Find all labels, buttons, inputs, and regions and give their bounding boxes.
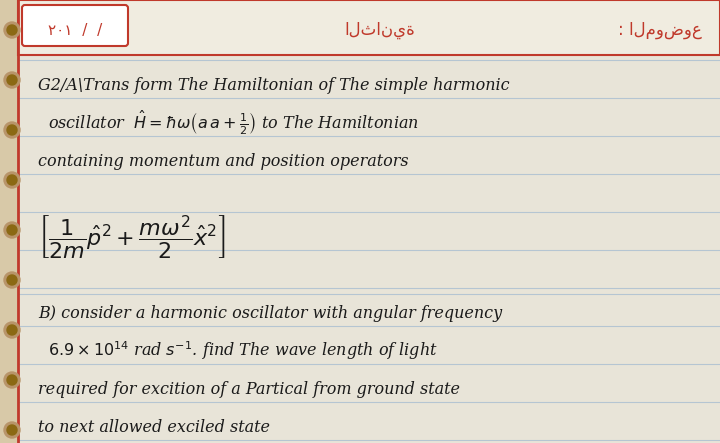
- Circle shape: [4, 322, 20, 338]
- Text: to next allowed exciled state: to next allowed exciled state: [38, 419, 270, 435]
- Circle shape: [7, 425, 17, 435]
- Circle shape: [4, 172, 20, 188]
- Bar: [18, 0, 720, 55]
- Circle shape: [4, 422, 20, 438]
- Circle shape: [4, 372, 20, 388]
- Text: $\left[\dfrac{1}{2m}\hat{p}^{2} + \dfrac{m\omega^{2}}{2}\hat{x}^{2}\right]$: $\left[\dfrac{1}{2m}\hat{p}^{2} + \dfrac…: [38, 213, 225, 261]
- Circle shape: [7, 175, 17, 185]
- Circle shape: [7, 125, 17, 135]
- Text: $6.9\times10^{14}$ rad $s^{-1}$. find The wave length of light: $6.9\times10^{14}$ rad $s^{-1}$. find Th…: [48, 340, 438, 362]
- Text: الثانية: الثانية: [345, 21, 415, 39]
- Text: B) consider a harmonic oscillator with angular frequency: B) consider a harmonic oscillator with a…: [38, 304, 502, 322]
- Circle shape: [4, 72, 20, 88]
- Text: ٢۰۱  /  /: ٢۰۱ / /: [48, 23, 102, 38]
- Circle shape: [7, 375, 17, 385]
- Text: G2/A\Trans form The Hamiltonian of The simple harmonic: G2/A\Trans form The Hamiltonian of The s…: [38, 77, 510, 93]
- Circle shape: [7, 25, 17, 35]
- Text: containing momentum and position operators: containing momentum and position operato…: [38, 152, 409, 170]
- Circle shape: [7, 275, 17, 285]
- Circle shape: [4, 122, 20, 138]
- Circle shape: [4, 272, 20, 288]
- Circle shape: [7, 75, 17, 85]
- Text: oscillator  $\hat{H} = \hbar\omega\left(a\,a + \frac{1}{2}\right)$ to The Hamilt: oscillator $\hat{H} = \hbar\omega\left(a…: [48, 109, 419, 137]
- FancyBboxPatch shape: [22, 5, 128, 46]
- Circle shape: [4, 222, 20, 238]
- Text: : الموضوع: : الموضوع: [618, 21, 702, 39]
- Circle shape: [7, 225, 17, 235]
- Text: required for excition of a Partical from ground state: required for excition of a Partical from…: [38, 381, 460, 397]
- Circle shape: [4, 22, 20, 38]
- Circle shape: [7, 325, 17, 335]
